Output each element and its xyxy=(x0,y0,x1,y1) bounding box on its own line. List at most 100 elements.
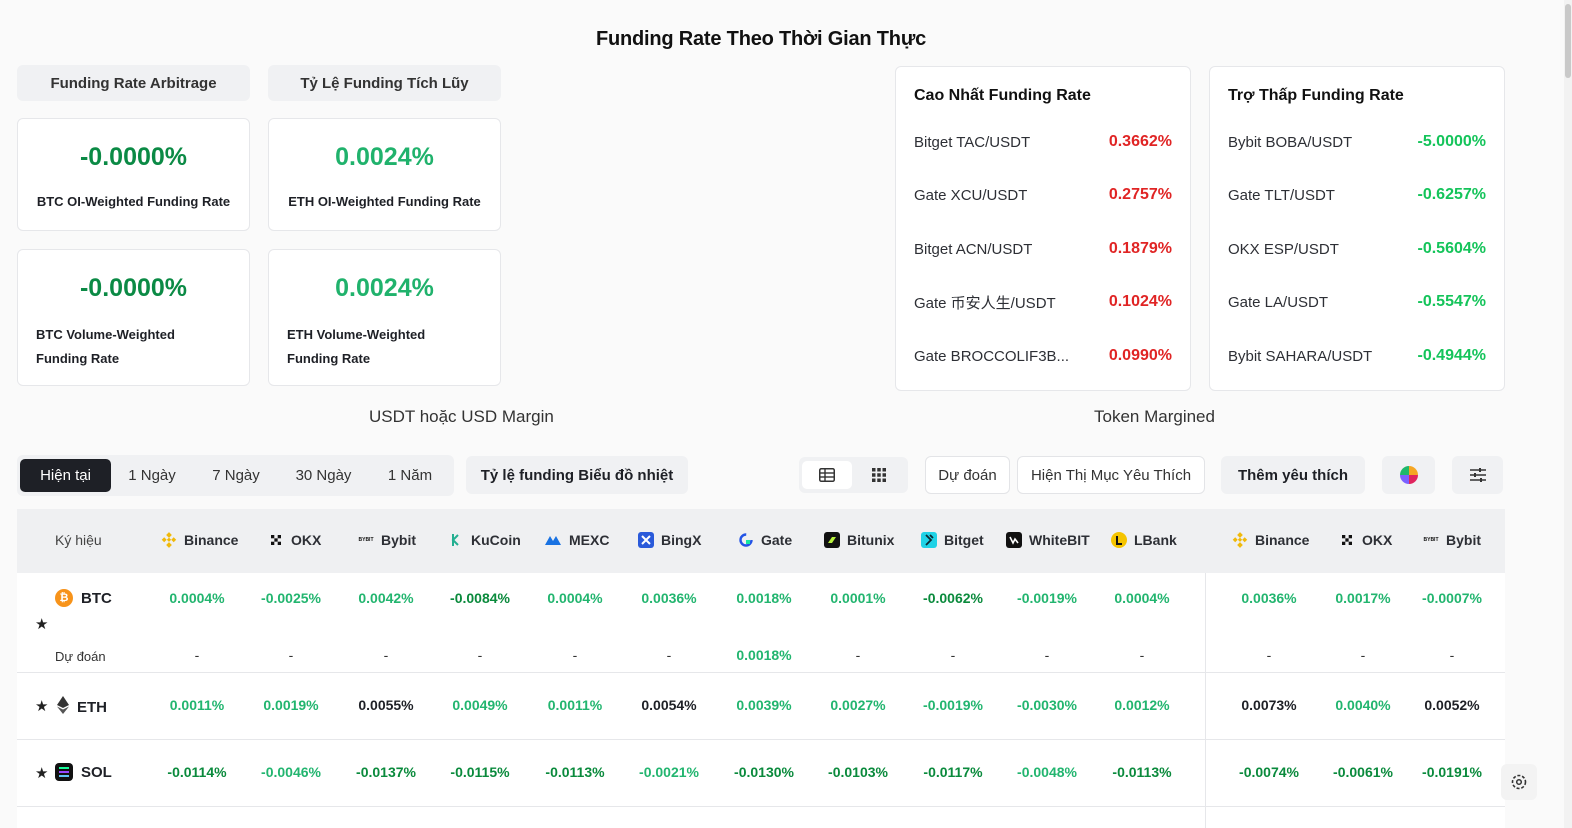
rank-row[interactable]: Gate TLT/USDT -0.6257% xyxy=(1228,184,1486,206)
rate-cell: -0.0084% xyxy=(450,590,510,606)
rank-row[interactable]: Gate LA/USDT -0.5547% xyxy=(1228,291,1486,313)
header-okx-token[interactable]: OKX xyxy=(1339,532,1392,548)
rank-row[interactable]: Bybit SAHARA/USDT -0.4944% xyxy=(1228,345,1486,367)
okx-icon xyxy=(1339,532,1355,548)
header-label: Binance xyxy=(1255,532,1310,548)
predicted-rate-cell: - xyxy=(855,647,861,663)
heatmap-button[interactable]: Tỷ lệ funding Biểu đồ nhiệt xyxy=(466,456,688,494)
predicted-rate-cell: - xyxy=(1139,647,1145,663)
predicted-rate-cell: - xyxy=(1266,647,1272,663)
pair-name: Bitget TAC/USDT xyxy=(914,133,1031,151)
kucoin-icon xyxy=(448,532,464,548)
header-gate[interactable]: Gate xyxy=(738,532,792,548)
tab-funding-rate-arbitrage[interactable]: Funding Rate Arbitrage xyxy=(17,65,250,101)
rank-row[interactable]: Bitget ACN/USDT 0.1879% xyxy=(914,238,1172,260)
bitunix-icon xyxy=(824,532,840,548)
header-mexc[interactable]: MEXC xyxy=(544,532,609,548)
table-row-eth[interactable]: ★ ETH 0.0011% 0.0019% 0.0055% 0.0049% 0.0011… xyxy=(17,673,1505,740)
rate-cell: 0.0027% xyxy=(830,697,886,713)
gate-icon xyxy=(738,532,754,548)
favorite-star-icon[interactable]: ★ xyxy=(35,698,49,715)
scroll-thumb[interactable] xyxy=(1565,4,1571,78)
pair-name: Gate TLT/USDT xyxy=(1228,186,1335,204)
header-bitget[interactable]: Bitget xyxy=(921,532,984,548)
pair-name: Gate 币安人生/USDT xyxy=(914,294,1056,312)
period-1y[interactable]: 1 Năm xyxy=(387,467,433,484)
add-favorite-button[interactable]: Thêm yêu thích xyxy=(1221,456,1365,494)
header-bitunix[interactable]: Bitunix xyxy=(824,532,894,548)
rank-row[interactable]: Gate BROCCOLIF3B... 0.0990% xyxy=(914,345,1172,367)
symbol-cell: SOL xyxy=(55,763,112,781)
header-lbank[interactable]: LBank xyxy=(1111,532,1177,548)
predicted-rate-cell: - xyxy=(194,647,200,663)
header-label: Bybit xyxy=(1446,532,1481,548)
grid-view-icon[interactable] xyxy=(854,461,904,489)
rate-value: -0.5604% xyxy=(1417,240,1487,257)
header-kucoin[interactable]: KuCoin xyxy=(448,532,521,548)
filter-settings-button[interactable] xyxy=(1452,456,1503,494)
rate-cell: 0.0036% xyxy=(641,590,697,606)
rate-cell: -0.0114% xyxy=(167,764,227,780)
margin-divider xyxy=(1205,573,1206,828)
settings-float-button[interactable] xyxy=(1501,764,1537,800)
show-favorites-button[interactable]: Hiện Thị Mục Yêu Thích xyxy=(1017,456,1205,494)
header-whitebit[interactable]: WhiteBIT xyxy=(1006,532,1090,548)
period-current[interactable]: Hiện tại xyxy=(20,459,111,492)
period-30d[interactable]: 30 Ngày xyxy=(295,467,352,484)
period-7d[interactable]: 7 Ngày xyxy=(212,467,260,484)
header-bybit[interactable]: BYBIT Bybit xyxy=(358,532,417,548)
tab-cumulative-funding[interactable]: Tỷ Lệ Funding Tích Lũy xyxy=(268,65,501,101)
rate-cell: -0.0007% xyxy=(1422,590,1482,606)
page-title: Funding Rate Theo Thời Gian Thực xyxy=(595,28,927,50)
sol-coin-icon xyxy=(55,763,73,781)
bitget-icon xyxy=(921,532,937,548)
rate-cell: -0.0061% xyxy=(1333,764,1393,780)
header-binance[interactable]: Binance xyxy=(161,532,238,548)
color-theme-button[interactable] xyxy=(1382,456,1435,494)
rank-row[interactable]: Gate 币安人生/USDT 0.1024% xyxy=(914,291,1172,313)
rank-row[interactable]: OKX ESP/USDT -0.5604% xyxy=(1228,238,1486,260)
symbol-name: SOL xyxy=(81,763,112,781)
header-bingx[interactable]: BingX xyxy=(638,532,701,548)
table-view-icon[interactable] xyxy=(802,461,852,489)
bingx-icon xyxy=(638,532,654,548)
rate-cell: 0.0004% xyxy=(547,590,603,606)
stat-card-btc-volume: -0.0000% BTC Volume-Weighted Funding Rat… xyxy=(17,249,250,386)
symbol-cell: ₿ BTC xyxy=(55,589,112,607)
table-row-partial xyxy=(17,807,1505,828)
rate-cell: 0.0073% xyxy=(1241,697,1297,713)
predicted-rate-cell: - xyxy=(950,647,956,663)
header-binance-token[interactable]: Binance xyxy=(1232,532,1309,548)
pair-name: Bybit SAHARA/USDT xyxy=(1228,347,1373,365)
header-label: WhiteBIT xyxy=(1029,532,1090,548)
table-row-btc[interactable]: ₿ BTC ★ Dự đoán 0.0004% -0.0025% 0.0042% -0… xyxy=(17,573,1505,673)
header-bybit-token[interactable]: BYBIT Bybit xyxy=(1423,532,1482,548)
header-label: Binance xyxy=(184,532,239,548)
favorite-star-icon[interactable]: ★ xyxy=(35,765,49,782)
header-symbol[interactable]: Ký hiệu xyxy=(55,532,102,548)
table-row-sol[interactable]: ★ SOL -0.0114% -0.0046% -0.0137% -0.0115% -0… xyxy=(17,740,1505,807)
rate-cell: -0.0113% xyxy=(1112,764,1172,780)
stat-label: ETH Volume-Weighted Funding Rate xyxy=(287,327,426,366)
rate-value: 0.0990% xyxy=(1108,347,1172,364)
mexc-icon xyxy=(544,532,562,548)
rate-cell: 0.0054% xyxy=(641,697,697,713)
favorite-star-icon[interactable]: ★ xyxy=(35,616,49,633)
rank-row[interactable]: Bitget TAC/USDT 0.3662% xyxy=(914,131,1172,153)
rank-row[interactable]: Gate XCU/USDT 0.2757% xyxy=(914,184,1172,206)
table-header: Ký hiệu Binance OKX BYBIT Bybit KuCoin M… xyxy=(17,509,1505,573)
lowest-funding-card: Trợ Thấp Funding Rate Bybit BOBA/USDT -5.… xyxy=(1209,66,1505,391)
rank-row[interactable]: Bybit BOBA/USDT -5.0000% xyxy=(1228,131,1486,153)
page-scrollbar[interactable] xyxy=(1564,0,1572,828)
predict-button[interactable]: Dự đoán xyxy=(925,456,1010,494)
period-1d[interactable]: 1 Ngày xyxy=(128,467,176,484)
period-selector: Hiện tại 1 Ngày 7 Ngày 30 Ngày 1 Năm xyxy=(17,455,454,496)
header-okx[interactable]: OKX xyxy=(268,532,321,548)
rate-cell: 0.0039% xyxy=(736,697,792,713)
pair-name: Bitget ACN/USDT xyxy=(914,240,1033,258)
header-label: KuCoin xyxy=(471,532,521,548)
rate-cell: -0.0130% xyxy=(734,764,794,780)
symbol-name: BTC xyxy=(81,589,112,607)
rate-value: -0.4944% xyxy=(1417,347,1487,364)
rate-cell: 0.0017% xyxy=(1335,590,1391,606)
